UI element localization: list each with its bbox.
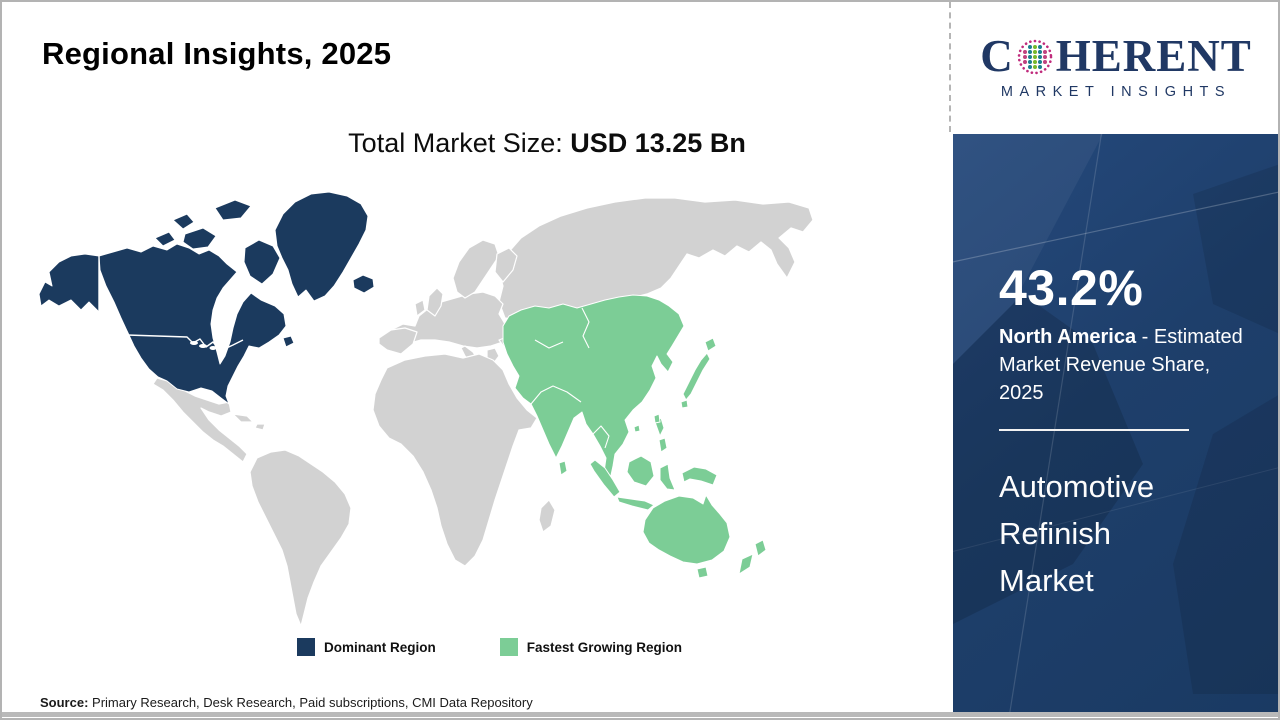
border-central-asia bbox=[534, 339, 564, 349]
market-share-value: 43.2% bbox=[999, 260, 1144, 316]
country-uk bbox=[426, 287, 444, 317]
fastest-growing-color-swatch bbox=[499, 638, 518, 656]
source-text: Primary Research, Desk Research, Paid su… bbox=[88, 695, 533, 710]
source-line: Source: Primary Research, Desk Research,… bbox=[40, 695, 533, 710]
island-hainan bbox=[633, 424, 641, 433]
brand-prefix: C bbox=[980, 31, 1014, 81]
region-africa bbox=[372, 353, 538, 567]
island-tasmania bbox=[696, 566, 709, 579]
sidebar-content: 43.2% North America - Estimated Market R… bbox=[953, 134, 1278, 604]
map-legend: Dominant Region Fastest Growing Region bbox=[297, 638, 682, 656]
total-market-size: Total Market Size: USD 13.25 Bn bbox=[142, 128, 952, 159]
brand-tagline: MARKET INSIGHTS bbox=[1000, 84, 1232, 100]
country-new-zealand-south bbox=[738, 553, 754, 575]
border-indochina bbox=[592, 425, 610, 449]
legend-item-fastest-growing: Fastest Growing Region bbox=[499, 638, 683, 656]
island-java bbox=[616, 496, 655, 511]
lake bbox=[190, 341, 198, 345]
market-name-line-3: Market bbox=[999, 562, 1094, 598]
legend-label-dominant: Dominant Region bbox=[324, 639, 436, 655]
legend-label-fastest-growing: Fastest Growing Region bbox=[526, 639, 683, 655]
globe-dots bbox=[1022, 44, 1047, 69]
island-borneo bbox=[626, 455, 655, 487]
country-japan-honshu bbox=[682, 352, 711, 401]
region-group-fastest-growing bbox=[502, 294, 767, 579]
country-greenland bbox=[274, 191, 369, 302]
region-name: North America bbox=[999, 325, 1137, 348]
market-name: Automotive Refinish Market bbox=[999, 463, 1254, 604]
region-mexico-central-america bbox=[152, 377, 248, 463]
market-name-line-1: Automotive bbox=[999, 468, 1155, 504]
country-sri-lanka bbox=[558, 460, 568, 476]
island-new-guinea bbox=[681, 466, 718, 486]
country-ireland bbox=[414, 299, 426, 317]
legend-swatch-fastest-growing bbox=[499, 638, 518, 656]
market-share-description: North America - Estimated Market Revenue… bbox=[999, 323, 1254, 407]
border-kazakhstan-china bbox=[581, 307, 590, 349]
country-japan-kyushu bbox=[680, 399, 689, 409]
market-name-line-2: Refinish bbox=[999, 515, 1111, 551]
island-arctic-small bbox=[154, 231, 176, 247]
source-label: Source: bbox=[40, 695, 89, 710]
sidebar-panel: 43.2% North America - Estimated Market R… bbox=[953, 134, 1278, 712]
country-madagascar bbox=[538, 499, 556, 533]
country-cuba bbox=[232, 413, 254, 423]
region-canada-usa bbox=[98, 243, 287, 405]
brand-logo: C HERENT MARKET INSIGHTS bbox=[952, 2, 1278, 132]
country-new-zealand-north bbox=[754, 539, 767, 557]
country-alaska bbox=[38, 253, 100, 313]
sidebar-divider bbox=[999, 428, 1189, 431]
country-japan-hokkaido bbox=[704, 337, 717, 352]
region-south-america bbox=[249, 449, 352, 627]
region-scandinavia bbox=[452, 239, 500, 299]
region-iberia bbox=[378, 327, 418, 355]
page-title: Regional Insights, 2025 bbox=[42, 36, 392, 71]
island-sulawesi bbox=[659, 463, 676, 491]
country-australia bbox=[642, 494, 731, 565]
share-description-text: - Estimated Market Revenue Share, 2025 bbox=[999, 325, 1243, 404]
legend-item-dominant: Dominant Region bbox=[297, 638, 436, 656]
legend-swatch-dominant bbox=[297, 638, 315, 656]
island-banks bbox=[172, 213, 195, 230]
world-map bbox=[37, 190, 837, 627]
island-newfoundland bbox=[282, 335, 295, 348]
bottom-border-strip bbox=[2, 712, 1278, 717]
sidebar-map-texture bbox=[953, 134, 1278, 712]
island-sumatra bbox=[589, 459, 621, 498]
brand-suffix: HERENT bbox=[1055, 31, 1252, 81]
border-india-china bbox=[530, 385, 582, 405]
island-ellesmere bbox=[214, 199, 252, 221]
region-group-dominant bbox=[38, 191, 375, 405]
country-iceland bbox=[352, 274, 375, 294]
lake bbox=[199, 344, 207, 348]
total-market-size-label: Total Market Size: bbox=[348, 128, 571, 158]
logo-globe-icon bbox=[1017, 39, 1053, 74]
island-taiwan bbox=[653, 413, 661, 424]
asia-borders bbox=[530, 307, 610, 449]
island-baffin bbox=[243, 239, 281, 285]
island-philippines-south bbox=[658, 437, 668, 453]
globe-outer-ring bbox=[1017, 39, 1053, 74]
dashed-separator bbox=[949, 2, 951, 132]
island-victoria bbox=[182, 227, 217, 250]
lake bbox=[209, 346, 217, 350]
dominant-color-swatch bbox=[297, 638, 315, 656]
region-asia-mainland bbox=[502, 294, 685, 481]
total-market-size-value: USD 13.25 Bn bbox=[570, 128, 746, 158]
great-lakes bbox=[190, 341, 217, 350]
brand-wordmark: C HERENT bbox=[980, 34, 1252, 79]
country-finland bbox=[494, 247, 518, 283]
country-hispaniola bbox=[254, 423, 266, 431]
world-map-svg bbox=[38, 191, 814, 627]
